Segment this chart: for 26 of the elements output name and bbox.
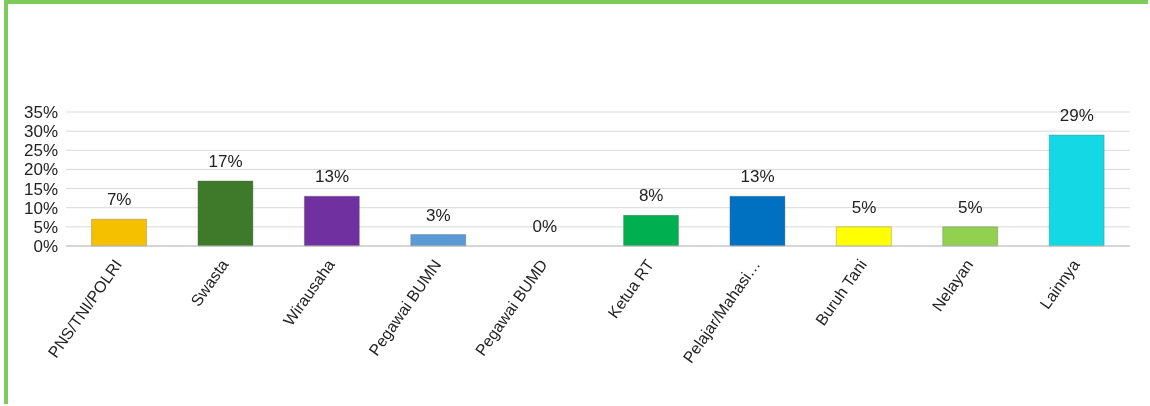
data-label: 17% xyxy=(208,151,243,171)
bar xyxy=(729,195,786,247)
data-label: 7% xyxy=(106,190,132,210)
data-label: 5% xyxy=(851,197,877,217)
bar xyxy=(91,218,148,247)
data-label: 3% xyxy=(426,205,451,225)
bar xyxy=(835,226,892,247)
y-tick-label: 0% xyxy=(33,237,58,257)
y-tick-label: 10% xyxy=(23,198,58,218)
data-label: 8% xyxy=(638,186,664,206)
bar xyxy=(1048,134,1105,247)
data-label: 5% xyxy=(958,197,983,217)
y-tick-label: 25% xyxy=(23,141,58,161)
y-tick-label: 15% xyxy=(23,179,58,199)
bar xyxy=(942,226,999,247)
y-tick-label: 20% xyxy=(23,160,58,180)
data-label: 13% xyxy=(740,167,775,187)
bar xyxy=(197,180,254,247)
bar xyxy=(623,214,680,247)
data-label: 0% xyxy=(532,217,558,236)
data-label: 13% xyxy=(314,167,350,187)
y-tick-label: 30% xyxy=(23,122,58,142)
y-tick-label: 35% xyxy=(23,103,58,123)
data-label: 29% xyxy=(1059,105,1094,125)
bar xyxy=(303,195,360,247)
y-tick-label: 5% xyxy=(33,217,58,237)
